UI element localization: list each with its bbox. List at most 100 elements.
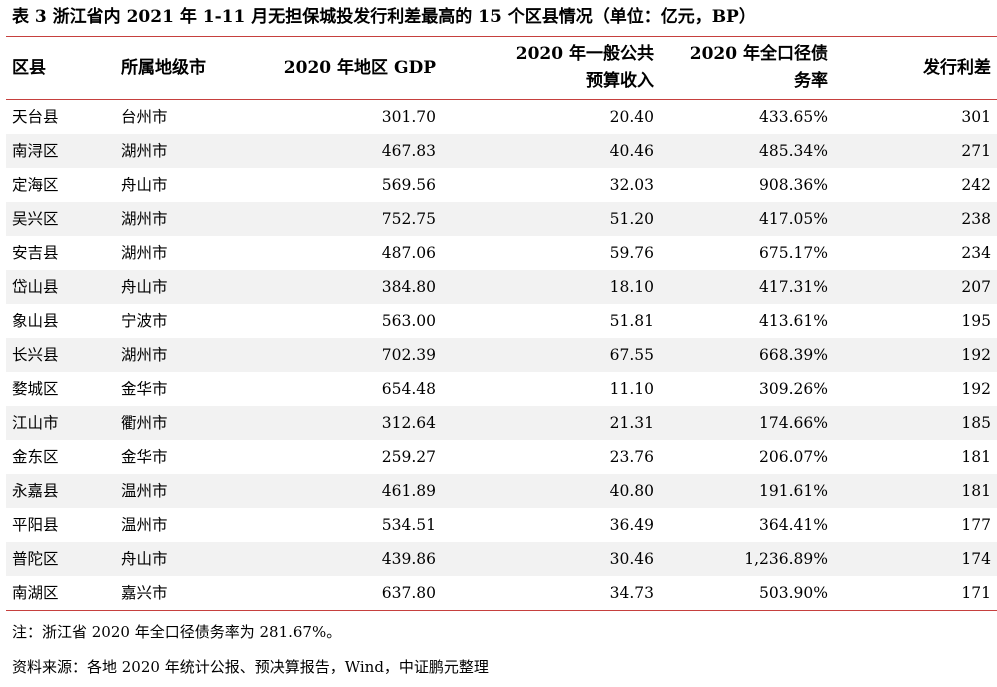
cell-spread: 177 [961,516,991,534]
cell-gdp: 569.56 [381,176,436,194]
cell-debt-ratio: 417.31% [660,270,834,304]
header-debt-ratio: 2020 年全口径债 务率 [660,36,834,100]
cell-budget: 51.20 [442,202,660,236]
cell-budget: 36.49 [609,516,654,534]
table-body: 天台县 台州市 301.70 20.40 433.65% 301 南浔区 湖州市 467.83 4… [6,100,997,611]
cell-budget: 40.46 [442,134,660,168]
cell-budget: 59.76 [609,244,654,262]
table-row: 南湖区 嘉兴市 637.80 34.73 503.90% 171 [6,576,997,611]
cell-debt-ratio: 1,236.89% [660,542,834,576]
cell-spread: 171 [834,576,997,611]
cell-gdp: 752.75 [233,202,442,236]
cell-city: 湖州市 [115,134,233,168]
cell-city: 舟山市 [121,176,168,194]
cell-spread: 195 [961,312,991,330]
cell-debt-ratio: 668.39% [660,338,834,372]
cell-county: 婺城区 [12,380,59,398]
cell-spread: 271 [834,134,997,168]
cell-city: 嘉兴市 [115,576,233,611]
cell-city: 舟山市 [115,270,233,304]
cell-gdp: 384.80 [233,270,442,304]
cell-county: 岱山县 [6,270,115,304]
cell-gdp: 467.83 [233,134,442,168]
cell-budget: 20.40 [609,108,654,126]
cell-debt-ratio: 908.36% [759,176,828,194]
table-row: 岱山县 舟山市 384.80 18.10 417.31% 207 [6,270,997,304]
table-row: 吴兴区 湖州市 752.75 51.20 417.05% 238 [6,202,997,236]
cell-county: 长兴县 [6,338,115,372]
cell-gdp: 259.27 [381,448,436,466]
cell-debt-ratio: 174.66% [660,406,834,440]
cell-spread: 181 [961,448,991,466]
footnote: 注：浙江省 2020 年全口径债务率为 281.67%。 [12,623,342,641]
cell-budget: 23.76 [609,448,654,466]
cell-city: 金华市 [121,448,168,466]
cell-gdp: 312.64 [233,406,442,440]
header-budget: 2020 年一般公共 预算收入 [442,36,660,100]
cell-spread: 207 [834,270,997,304]
cell-debt-ratio: 433.65% [759,108,828,126]
table-row: 天台县 台州市 301.70 20.40 433.65% 301 [6,100,997,135]
table-row: 定海区 舟山市 569.56 32.03 908.36% 242 [6,168,997,202]
cell-debt-ratio: 503.90% [660,576,834,611]
cell-county: 南浔区 [6,134,115,168]
cell-spread: 185 [834,406,997,440]
cell-debt-ratio: 675.17% [759,244,828,262]
cell-gdp: 301.70 [381,108,436,126]
cell-county: 天台县 [12,108,59,126]
table-row: 长兴县 湖州市 702.39 67.55 668.39% 192 [6,338,997,372]
cell-gdp: 461.89 [233,474,442,508]
cell-city: 湖州市 [121,244,168,262]
header-debt-line2: 务率 [794,71,828,91]
cell-gdp: 439.86 [233,542,442,576]
table-title: 表 3 浙江省内 2021 年 1-11 月无担保城投发行利差最高的 15 个区… [12,7,756,27]
cell-budget: 30.46 [442,542,660,576]
table-row: 平阳县 温州市 534.51 36.49 364.41% 177 [6,508,997,542]
header-county: 区县 [6,36,115,100]
header-gdp: 2020 年地区 GDP [233,36,442,100]
table-row: 安吉县 湖州市 487.06 59.76 675.17% 234 [6,236,997,270]
cell-city: 台州市 [121,108,168,126]
cell-debt-ratio: 417.05% [660,202,834,236]
cell-city: 衢州市 [115,406,233,440]
cell-city: 湖州市 [115,202,233,236]
header-budget-line1: 2020 年一般公共 [515,44,654,64]
cell-county: 平阳县 [12,516,59,534]
cell-debt-ratio: 413.61% [759,312,828,330]
data-table: 区县 所属地级市 2020 年地区 GDP 2020 年一般公共 预算收入 20… [6,36,997,611]
cell-spread: 234 [961,244,991,262]
cell-county: 普陀区 [6,542,115,576]
cell-spread: 238 [834,202,997,236]
cell-city: 温州市 [121,516,168,534]
source-note: 资料来源：各地 2020 年统计公报、预决算报告，Wind，中证鹏元整理 [12,658,489,676]
cell-gdp: 563.00 [381,312,436,330]
cell-city: 温州市 [115,474,233,508]
cell-county: 定海区 [12,176,59,194]
cell-city: 宁波市 [121,312,168,330]
cell-gdp: 534.51 [381,516,436,534]
cell-spread: 192 [834,338,997,372]
cell-debt-ratio: 206.07% [759,448,828,466]
cell-county: 南湖区 [6,576,115,611]
cell-budget: 32.03 [609,176,654,194]
table-row: 永嘉县 温州市 461.89 40.80 191.61% 181 [6,474,997,508]
cell-county: 江山市 [6,406,115,440]
header-debt-line1: 2020 年全口径债 [689,44,828,64]
cell-county: 象山县 [12,312,59,330]
cell-spread: 181 [834,474,997,508]
cell-gdp: 637.80 [233,576,442,611]
cell-city: 舟山市 [115,542,233,576]
cell-gdp: 487.06 [381,244,436,262]
cell-budget: 40.80 [442,474,660,508]
header-spread: 发行利差 [834,36,997,100]
table-row: 普陀区 舟山市 439.86 30.46 1,236.89% 174 [6,542,997,576]
table-row: 婺城区 金华市 654.48 11.10 309.26% 192 [6,372,997,406]
cell-spread: 242 [961,176,991,194]
cell-county: 安吉县 [12,244,59,262]
table-row: 金东区 金华市 259.27 23.76 206.07% 181 [6,440,997,474]
table-row: 江山市 衢州市 312.64 21.31 174.66% 185 [6,406,997,440]
cell-spread: 192 [961,380,991,398]
cell-county: 永嘉县 [6,474,115,508]
cell-debt-ratio: 191.61% [660,474,834,508]
